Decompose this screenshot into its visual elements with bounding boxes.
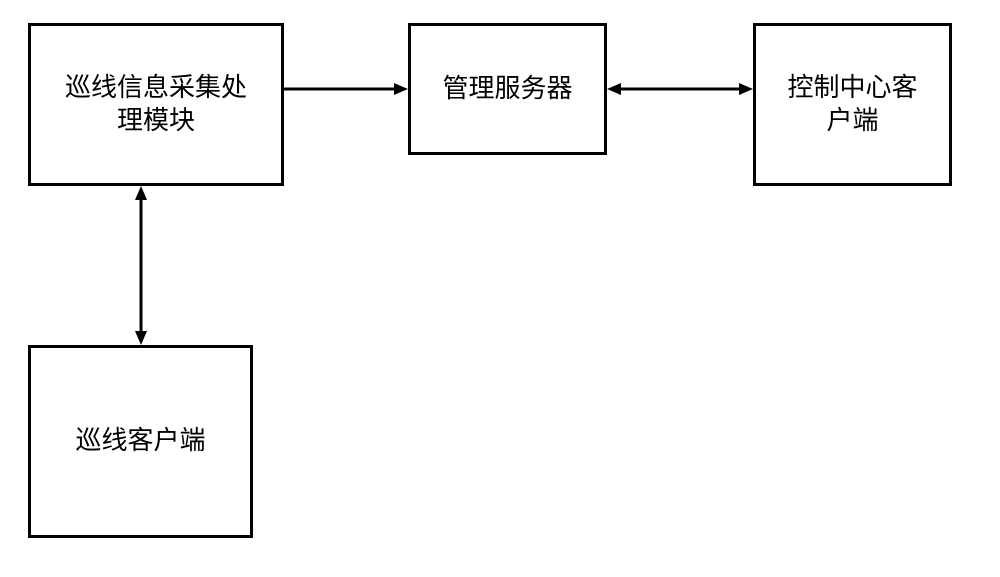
node-collection-module: 巡线信息采集处理模块: [28, 23, 284, 186]
diagram-stage: 巡线信息采集处理模块 管理服务器 控制中心客户端 巡线客户端: [0, 0, 1000, 577]
node-label: 管理服务器: [442, 73, 572, 106]
node-label: 控制中心客户端: [787, 72, 917, 137]
node-label: 巡线客户端: [75, 425, 205, 458]
node-label: 巡线信息采集处理模块: [65, 72, 247, 137]
node-control-center-client: 控制中心客户端: [753, 23, 952, 186]
node-mgmt-server: 管理服务器: [408, 23, 607, 155]
node-patrol-client: 巡线客户端: [28, 345, 253, 538]
